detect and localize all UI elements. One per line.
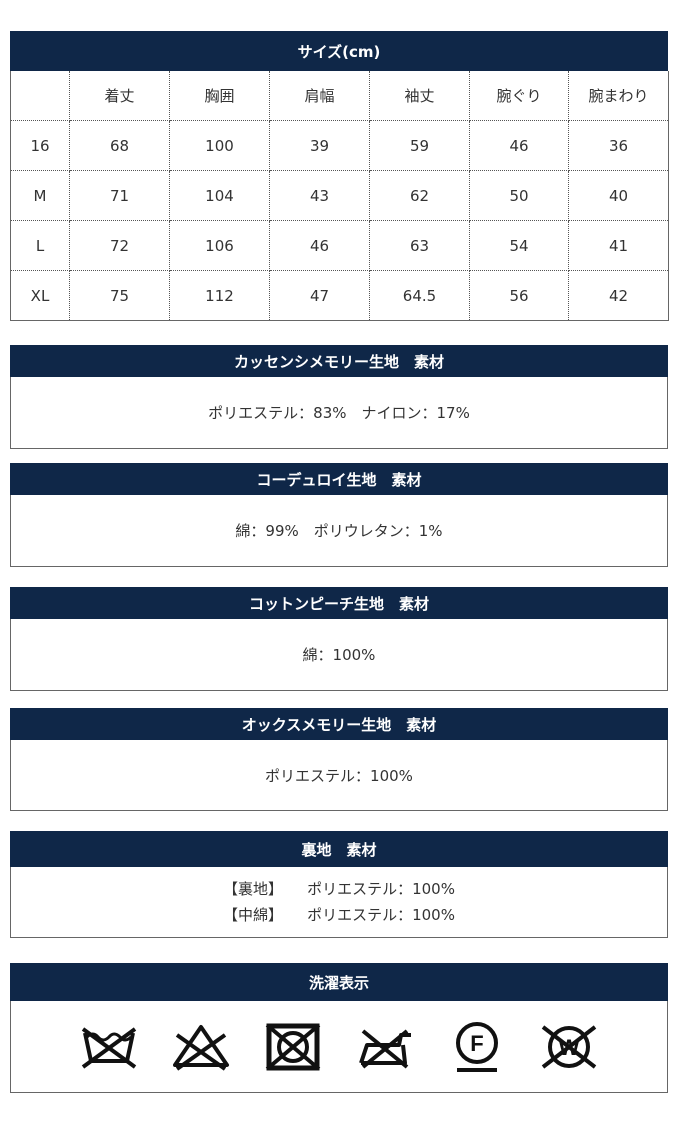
table-cell: 75	[69, 270, 170, 321]
lining-body: 【裏地】 ポリエステル：100% 【中綿】 ポリエステル：100%	[10, 867, 668, 938]
material-title: オックスメモリー生地 素材	[10, 708, 668, 740]
table-cell: 50	[469, 170, 569, 221]
care-title: 洗濯表示	[10, 963, 668, 1001]
table-cell: 56	[469, 270, 569, 321]
no-iron-icon	[359, 1028, 411, 1069]
table-row: M 71 104 43 62 50 40	[10, 170, 669, 221]
material-section: コーデュロイ生地 素材 綿：99% ポリウレタン：1%	[10, 463, 668, 567]
size-header-row: 着丈 胸囲 肩幅 袖丈 腕ぐり 腕まわり	[10, 71, 669, 121]
table-cell: 40	[568, 170, 669, 221]
size-header-cell: 腕ぐり	[469, 71, 569, 121]
no-bleach-icon	[173, 1024, 229, 1071]
lining-section: 裏地 素材 【裏地】 ポリエステル：100% 【中綿】 ポリエステル：100%	[10, 831, 668, 938]
size-header-cell: 肩幅	[269, 71, 370, 121]
dry-clean-letter: F	[470, 1031, 483, 1056]
lining-title: 裏地 素材	[10, 831, 668, 867]
no-tumble-dry-icon	[265, 1022, 321, 1071]
table-cell: 39	[269, 120, 370, 171]
material-section: オックスメモリー生地 素材 ポリエステル：100%	[10, 708, 668, 811]
lining-label: 【裏地】	[223, 880, 284, 898]
table-row: 16 68 100 39 59 46 36	[10, 120, 669, 171]
size-section: サイズ(cm) 着丈 胸囲 肩幅 袖丈 腕ぐり 腕まわり 16 68 100 3…	[10, 31, 669, 321]
table-cell: 43	[269, 170, 370, 221]
material-text: 綿：100%	[302, 646, 376, 664]
table-cell: 63	[369, 220, 470, 271]
size-label-cell: 16	[10, 120, 70, 171]
size-table: 着丈 胸囲 肩幅 袖丈 腕ぐり 腕まわり 16 68 100 39 59 46 …	[10, 71, 669, 321]
size-header-cell	[10, 71, 70, 121]
table-row: XL 75 112 47 64.5 56 42	[10, 270, 669, 321]
dry-clean-f-icon: F	[456, 1021, 498, 1072]
table-cell: 62	[369, 170, 470, 221]
material-text: 綿：99% ポリウレタン：1%	[235, 522, 443, 540]
table-cell: 68	[69, 120, 170, 171]
material-title: コーデュロイ生地 素材	[10, 463, 668, 495]
material-body: 綿：99% ポリウレタン：1%	[10, 495, 668, 567]
material-title: コットンピーチ生地 素材	[10, 587, 668, 619]
table-cell: 46	[269, 220, 370, 271]
table-cell: 54	[469, 220, 569, 271]
size-header-cell: 着丈	[69, 71, 170, 121]
lining-label: 【中綿】	[223, 906, 284, 924]
table-cell: 42	[568, 270, 669, 321]
table-cell: 71	[69, 170, 170, 221]
table-cell: 72	[69, 220, 170, 271]
table-cell: 100	[169, 120, 270, 171]
table-cell: 41	[568, 220, 669, 271]
table-cell: 36	[568, 120, 669, 171]
size-title: サイズ(cm)	[10, 31, 668, 71]
material-text: ポリエステル：100%	[265, 766, 413, 785]
material-title: カッセンシメモリー生地 素材	[10, 345, 668, 377]
table-cell: 59	[369, 120, 470, 171]
material-section: カッセンシメモリー生地 素材 ポリエステル：83% ナイロン：17%	[10, 345, 668, 449]
care-icons: F W	[77, 1020, 601, 1074]
lining-line: 【裏地】 ポリエステル：100%	[223, 876, 455, 902]
table-cell: 47	[269, 270, 370, 321]
lining-value: ポリエステル：100%	[307, 880, 455, 898]
material-body: ポリエステル：100%	[10, 740, 668, 811]
table-row: L 72 106 46 63 54 41	[10, 220, 669, 271]
lining-line: 【中綿】 ポリエステル：100%	[223, 902, 455, 928]
material-body: 綿：100%	[10, 619, 668, 691]
no-wet-clean-icon: W	[541, 1024, 597, 1069]
size-header-cell: 胸囲	[169, 71, 270, 121]
table-cell: 64.5	[369, 270, 470, 321]
care-section: 洗濯表示	[10, 963, 668, 1093]
material-text: ポリエステル：83% ナイロン：17%	[208, 404, 470, 422]
size-label-cell: M	[10, 170, 70, 221]
care-body: F W	[10, 1001, 668, 1093]
table-cell: 106	[169, 220, 270, 271]
material-section: コットンピーチ生地 素材 綿：100%	[10, 587, 668, 691]
no-wash-icon	[81, 1026, 137, 1069]
table-cell: 112	[169, 270, 270, 321]
size-label-cell: L	[10, 220, 70, 271]
table-cell: 104	[169, 170, 270, 221]
lining-value: ポリエステル：100%	[307, 906, 455, 924]
size-header-cell: 腕まわり	[568, 71, 669, 121]
size-label-cell: XL	[10, 270, 70, 321]
table-cell: 46	[469, 120, 569, 171]
material-body: ポリエステル：83% ナイロン：17%	[10, 377, 668, 449]
size-header-cell: 袖丈	[369, 71, 470, 121]
